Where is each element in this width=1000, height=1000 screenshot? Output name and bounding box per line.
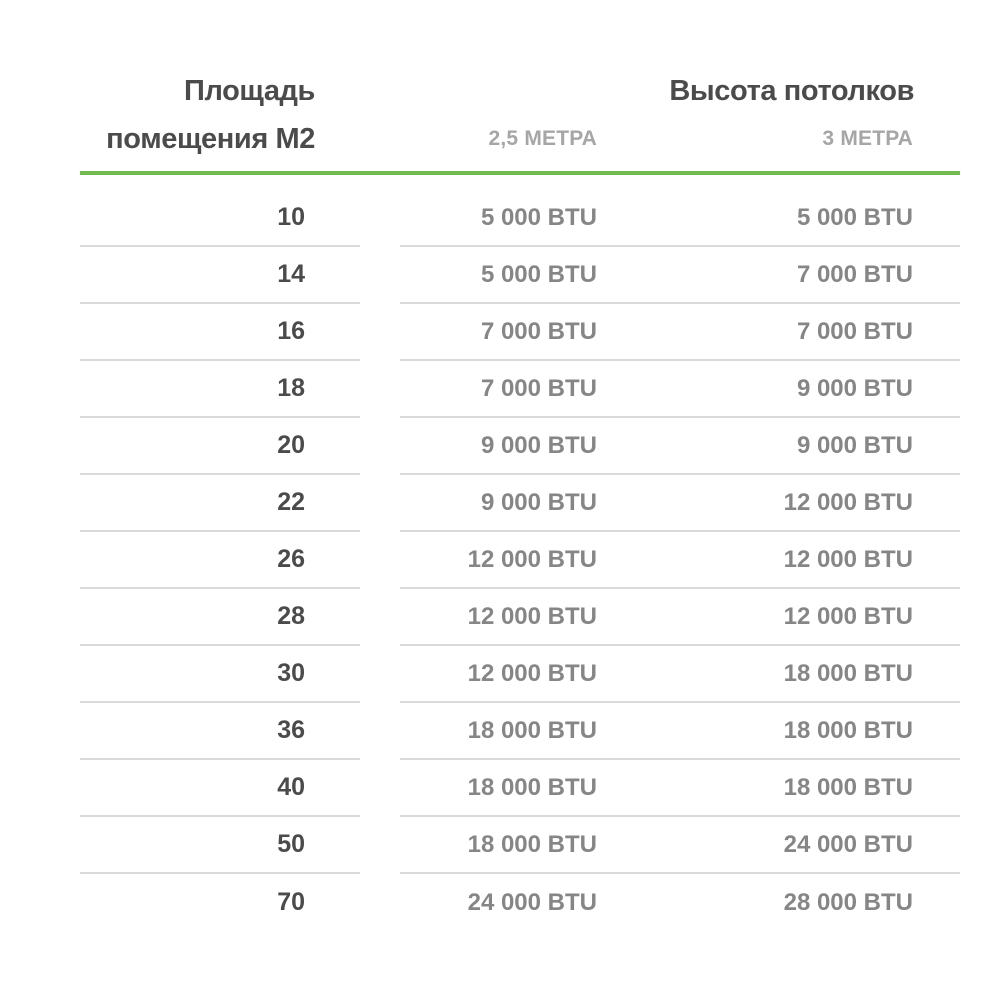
btu-cells: 9 000 BTU 12 000 BTU — [400, 475, 960, 532]
column-gap — [360, 532, 400, 589]
btu-table: Площадь помещения М2 Высота потолков 2,5… — [80, 67, 960, 931]
btu-cells: 5 000 BTU 7 000 BTU — [400, 247, 960, 304]
btu-value-3m: 12 000 BTU — [783, 545, 913, 573]
btu-cells: 7 000 BTU 7 000 BTU — [400, 304, 960, 361]
btu-cells: 18 000 BTU 18 000 BTU — [400, 760, 960, 817]
column-gap — [360, 874, 400, 931]
btu-value-3m: 9 000 BTU — [796, 431, 913, 459]
area-value: 14 — [80, 247, 360, 304]
btu-value-3m: 12 000 BTU — [783, 602, 913, 630]
area-value: 16 — [80, 304, 360, 361]
table-row: 20 9 000 BTU 9 000 BTU — [80, 418, 960, 475]
btu-value-3m: 24 000 BTU — [783, 830, 913, 858]
btu-value-2-5m: 18 000 BTU — [467, 716, 597, 744]
table-row: 14 5 000 BTU 7 000 BTU — [80, 247, 960, 304]
column-gap — [360, 817, 400, 874]
btu-cells: 12 000 BTU 12 000 BTU — [400, 589, 960, 646]
btu-value-3m: 7 000 BTU — [796, 317, 913, 345]
area-value: 26 — [80, 532, 360, 589]
btu-value-2-5m: 9 000 BTU — [480, 431, 597, 459]
column-gap — [360, 304, 400, 361]
btu-value-2-5m: 18 000 BTU — [467, 830, 597, 858]
column-gap — [360, 646, 400, 703]
btu-value-2-5m: 7 000 BTU — [480, 374, 597, 402]
area-value: 20 — [80, 418, 360, 475]
btu-value-2-5m: 7 000 BTU — [480, 317, 597, 345]
btu-value-3m: 18 000 BTU — [783, 659, 913, 687]
table-row: 30 12 000 BTU 18 000 BTU — [80, 646, 960, 703]
area-value: 28 — [80, 589, 360, 646]
btu-value-3m: 9 000 BTU — [796, 374, 913, 402]
btu-cells: 24 000 BTU 28 000 BTU — [400, 874, 960, 931]
btu-cells: 12 000 BTU 12 000 BTU — [400, 532, 960, 589]
table-row: 50 18 000 BTU 24 000 BTU — [80, 817, 960, 874]
btu-value-3m: 12 000 BTU — [783, 488, 913, 516]
area-value: 40 — [80, 760, 360, 817]
btu-cells: 9 000 BTU 9 000 BTU — [400, 418, 960, 475]
btu-value-3m: 18 000 BTU — [783, 716, 913, 744]
btu-cells: 7 000 BTU 9 000 BTU — [400, 361, 960, 418]
table-row: 70 24 000 BTU 28 000 BTU — [80, 874, 960, 931]
btu-value-3m: 18 000 BTU — [783, 773, 913, 801]
column-gap — [360, 361, 400, 418]
table-row: 28 12 000 BTU 12 000 BTU — [80, 589, 960, 646]
btu-value-3m: 28 000 BTU — [783, 888, 913, 916]
btu-cells: 18 000 BTU 18 000 BTU — [400, 703, 960, 760]
column-gap — [360, 418, 400, 475]
btu-value-2-5m: 12 000 BTU — [467, 659, 597, 687]
subheader-2-5-meters: 2,5 МЕТРА — [488, 127, 597, 150]
area-value: 30 — [80, 646, 360, 703]
btu-value-2-5m: 12 000 BTU — [467, 545, 597, 573]
area-value: 18 — [80, 361, 360, 418]
area-column-header: Площадь помещения М2 — [106, 75, 315, 155]
ceiling-header-group: Высота потолков 2,5 МЕТРА 3 МЕТРА — [400, 67, 960, 163]
column-gap — [360, 190, 400, 247]
table-row: 18 7 000 BTU 9 000 BTU — [80, 361, 960, 418]
btu-value-2-5m: 5 000 BTU — [480, 260, 597, 288]
table-row: 26 12 000 BTU 12 000 BTU — [80, 532, 960, 589]
btu-cells: 18 000 BTU 24 000 BTU — [400, 817, 960, 874]
area-value: 36 — [80, 703, 360, 760]
table-body: 10 5 000 BTU 5 000 BTU 14 5 000 BTU 7 000 BTU… — [80, 190, 960, 931]
ceiling-subheaders: 2,5 МЕТРА 3 МЕТРА — [400, 115, 960, 163]
btu-value-2-5m: 9 000 BTU — [480, 488, 597, 516]
table-header: Площадь помещения М2 Высота потолков 2,5… — [80, 67, 960, 163]
column-gap — [360, 475, 400, 532]
column-gap — [360, 703, 400, 760]
table-row: 10 5 000 BTU 5 000 BTU — [80, 190, 960, 247]
btu-value-2-5m: 12 000 BTU — [467, 602, 597, 630]
btu-value-3m: 7 000 BTU — [796, 260, 913, 288]
ceiling-height-header: Высота потолков — [669, 75, 914, 107]
btu-value-2-5m: 18 000 BTU — [467, 773, 597, 801]
btu-cells: 12 000 BTU 18 000 BTU — [400, 646, 960, 703]
area-value: 10 — [80, 190, 360, 247]
btu-cells: 5 000 BTU 5 000 BTU — [400, 190, 960, 247]
area-value: 50 — [80, 817, 360, 874]
table-row: 36 18 000 BTU 18 000 BTU — [80, 703, 960, 760]
table-row: 16 7 000 BTU 7 000 BTU — [80, 304, 960, 361]
subheader-3-meters: 3 МЕТРА — [822, 127, 913, 150]
column-gap — [360, 760, 400, 817]
area-value: 70 — [277, 888, 305, 916]
column-gap — [360, 247, 400, 304]
table-row: 22 9 000 BTU 12 000 BTU — [80, 475, 960, 532]
area-value: 22 — [80, 475, 360, 532]
btu-value-2-5m: 5 000 BTU — [480, 203, 597, 231]
header-accent-rule — [80, 171, 960, 175]
column-gap — [360, 589, 400, 646]
btu-value-2-5m: 24 000 BTU — [467, 888, 597, 916]
table-row: 40 18 000 BTU 18 000 BTU — [80, 760, 960, 817]
btu-value-3m: 5 000 BTU — [796, 203, 913, 231]
